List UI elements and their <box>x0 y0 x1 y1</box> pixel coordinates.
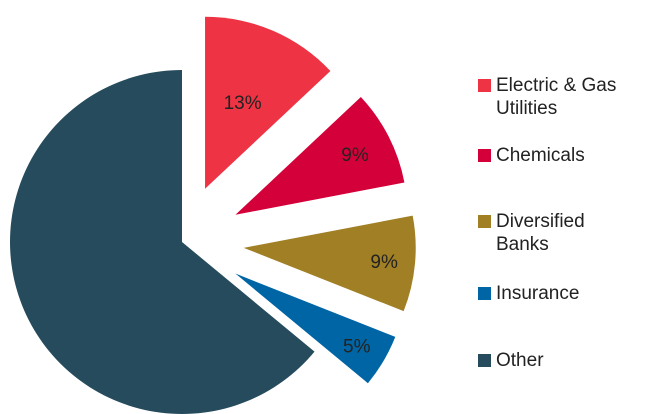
slice-data-label: 5% <box>343 336 371 357</box>
slice-data-label: 13% <box>224 93 262 114</box>
legend-label: Insurance <box>496 283 580 304</box>
legend-swatch <box>478 79 491 92</box>
pie-slice-labels: 13% 9% 9% 5% <box>224 93 398 357</box>
legend-swatch <box>478 149 491 162</box>
legend-item-other: Other <box>478 349 544 372</box>
legend-label: Other <box>496 350 544 371</box>
pie-slice-chemicals <box>235 97 405 215</box>
legend-swatch <box>478 215 491 228</box>
pie-slice-other <box>9 70 315 414</box>
legend-label: Chemicals <box>496 145 585 166</box>
legend-label: Electric & Gas Utilities <box>496 75 617 119</box>
legend-item-electric-gas-utilities: Electric & Gas Utilities <box>478 74 648 120</box>
pie-slice-insurance <box>235 273 396 384</box>
slice-data-label: 9% <box>341 145 369 166</box>
legend-item-diversified-banks: Diversified Banks <box>478 210 596 256</box>
legend-item-insurance: Insurance <box>478 282 579 305</box>
legend-swatch <box>478 354 491 367</box>
slice-data-label: 9% <box>370 252 398 273</box>
legend-item-chemicals: Chemicals <box>478 144 585 167</box>
pie-slices <box>9 16 416 414</box>
pie-slice-electric-gas-utilities <box>205 16 331 189</box>
pie-slice-diversified-banks <box>243 215 416 312</box>
legend-label: Diversified Banks <box>496 211 585 255</box>
legend-swatch <box>478 287 491 300</box>
